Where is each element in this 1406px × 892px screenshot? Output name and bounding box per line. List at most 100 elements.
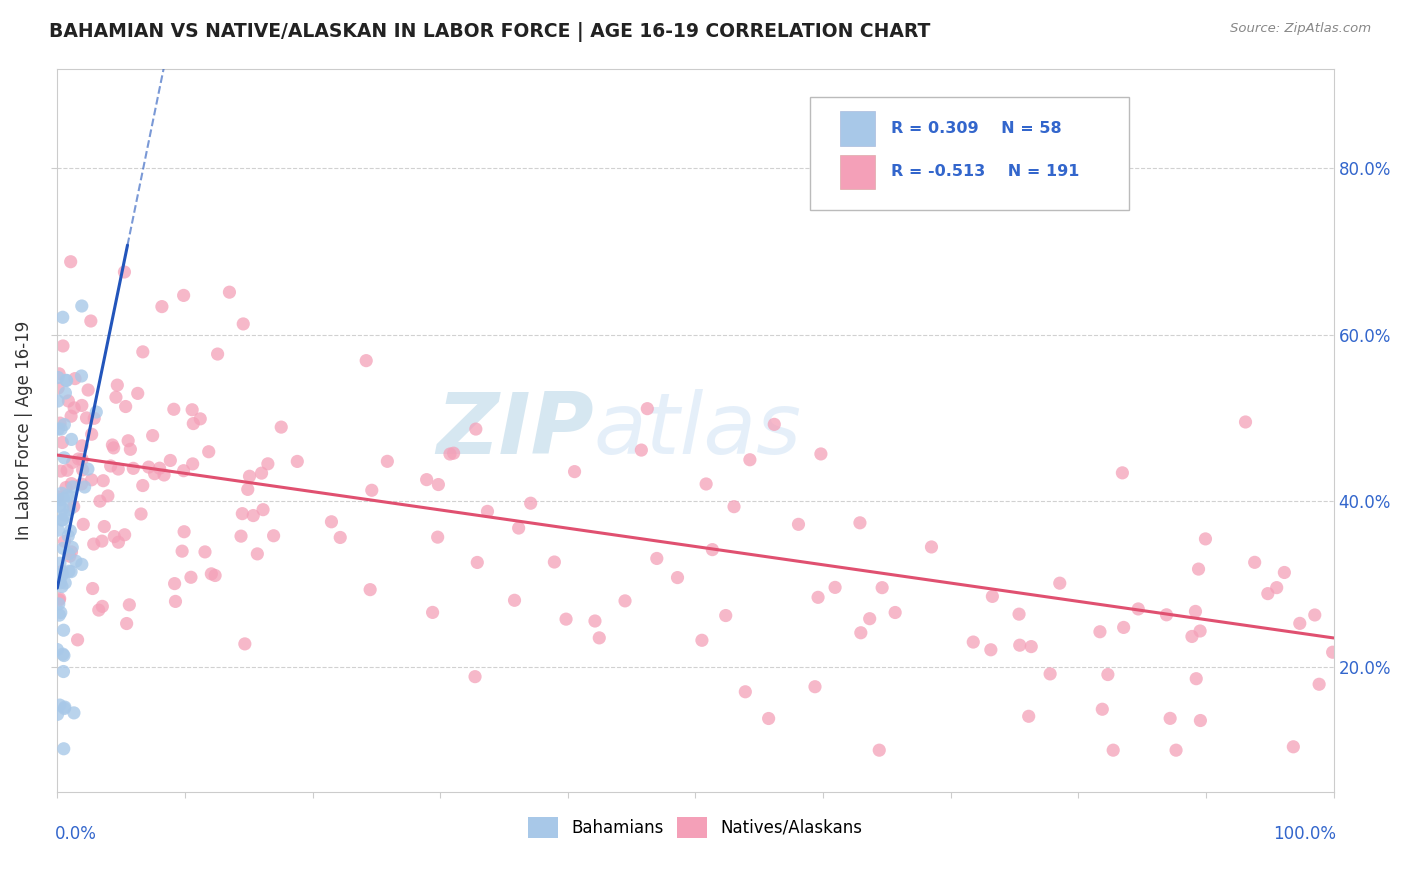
Point <box>48 367 70 381</box>
Point <box>70 558 93 572</box>
Point <box>1039 667 1062 681</box>
Point <box>1049 576 1071 591</box>
Point <box>87 603 110 617</box>
Point <box>117 434 139 448</box>
Point <box>443 446 465 460</box>
Point <box>59 524 82 538</box>
Point <box>77 383 100 397</box>
Point <box>849 625 872 640</box>
Point <box>132 478 155 492</box>
Text: 100.0%: 100.0% <box>1274 825 1336 843</box>
Point <box>48 591 70 606</box>
Point <box>1194 532 1216 546</box>
Point <box>62 455 84 469</box>
Point <box>53 701 76 715</box>
Point <box>263 529 285 543</box>
Point <box>46 490 69 504</box>
FancyBboxPatch shape <box>810 97 1129 210</box>
Point <box>55 374 77 388</box>
Point <box>1187 562 1209 576</box>
Point <box>60 545 83 559</box>
Point <box>285 454 308 468</box>
Point <box>1102 743 1125 757</box>
Text: atlas: atlas <box>593 389 801 472</box>
Point <box>1159 711 1181 725</box>
Point <box>180 570 202 584</box>
Text: R = 0.309    N = 58: R = 0.309 N = 58 <box>891 121 1062 136</box>
Point <box>55 386 77 401</box>
Point <box>636 401 658 416</box>
Point <box>477 504 499 518</box>
Point <box>46 381 69 395</box>
Point <box>52 310 75 325</box>
Point <box>60 409 83 424</box>
Text: R = -0.513    N = 191: R = -0.513 N = 191 <box>891 164 1080 179</box>
Point <box>1091 702 1114 716</box>
Point <box>153 467 176 482</box>
Point <box>200 566 222 581</box>
Point <box>1234 415 1257 429</box>
Point <box>55 373 77 387</box>
Point <box>702 542 724 557</box>
Point <box>118 598 141 612</box>
Point <box>1282 739 1305 754</box>
Point <box>172 544 194 558</box>
Point <box>103 530 125 544</box>
Point <box>758 711 780 725</box>
Point <box>238 469 260 483</box>
Point <box>53 534 76 549</box>
Point <box>1088 624 1111 639</box>
Point <box>48 597 70 611</box>
Point <box>359 582 381 597</box>
Point <box>60 541 83 555</box>
Point <box>60 565 83 579</box>
Point <box>97 489 120 503</box>
Point <box>58 529 80 543</box>
Legend: Bahamians, Natives/Alaskans: Bahamians, Natives/Alaskans <box>529 817 863 838</box>
Text: 0.0%: 0.0% <box>55 825 97 843</box>
Point <box>150 300 173 314</box>
Point <box>48 593 70 607</box>
Point <box>49 698 72 712</box>
Point <box>583 614 606 628</box>
Point <box>763 417 786 432</box>
Point <box>588 631 610 645</box>
Point <box>1111 466 1133 480</box>
Point <box>181 417 204 431</box>
Point <box>690 633 713 648</box>
Point <box>1097 667 1119 681</box>
Point <box>824 581 846 595</box>
Point <box>53 417 76 432</box>
Point <box>63 371 86 385</box>
Point <box>422 606 444 620</box>
Point <box>66 632 89 647</box>
Point <box>695 477 717 491</box>
Point <box>270 420 292 434</box>
Point <box>53 700 76 714</box>
Point <box>859 612 882 626</box>
Point <box>52 647 75 661</box>
Point <box>115 616 138 631</box>
Point <box>163 402 186 417</box>
Point <box>1019 640 1042 654</box>
Point <box>114 528 136 542</box>
Point <box>49 416 72 430</box>
Point <box>1308 677 1330 691</box>
Point <box>1243 555 1265 569</box>
Point <box>375 454 398 468</box>
Point <box>62 480 84 494</box>
Point <box>1112 620 1135 634</box>
Point <box>51 568 73 582</box>
Point <box>77 462 100 476</box>
Point <box>734 685 756 699</box>
Point <box>49 556 72 570</box>
Point <box>114 265 136 279</box>
Point <box>122 461 145 475</box>
Point <box>49 575 72 590</box>
Point <box>52 665 75 679</box>
Point <box>120 442 142 457</box>
Point <box>51 565 73 579</box>
Point <box>67 452 90 467</box>
Point <box>645 551 668 566</box>
Point <box>197 444 219 458</box>
